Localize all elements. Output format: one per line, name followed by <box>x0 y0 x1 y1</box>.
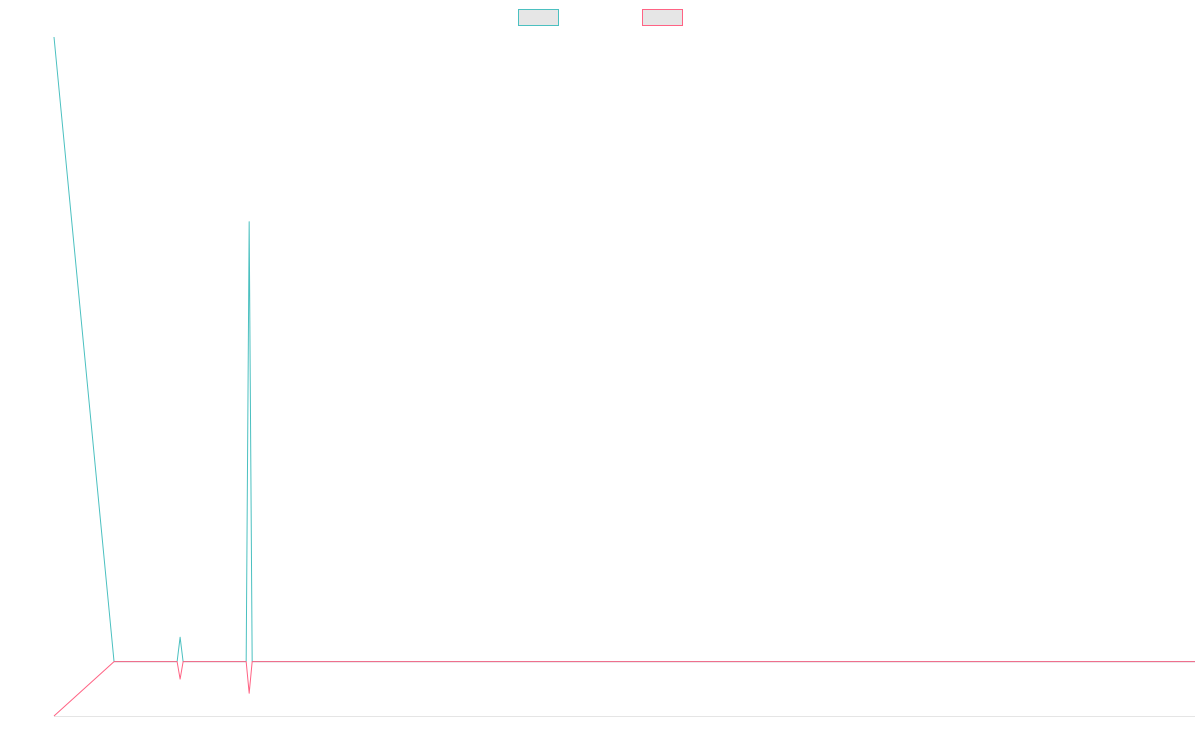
legend-swatch-1[interactable] <box>518 9 559 26</box>
legend[interactable] <box>518 9 683 26</box>
series-layer <box>53 36 1195 717</box>
legend-swatch-2[interactable] <box>642 9 683 26</box>
series-line-2 <box>53 661 1195 717</box>
series-line-1 <box>53 36 1195 663</box>
